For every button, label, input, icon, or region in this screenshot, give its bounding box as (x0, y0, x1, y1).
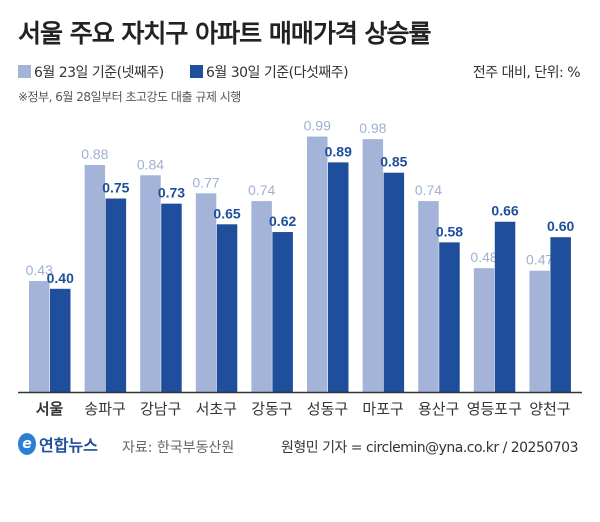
data-label: 0.47 (526, 252, 553, 268)
x-tick-label: 마포구 (362, 400, 403, 418)
logo-text: 연합뉴스 (39, 436, 98, 455)
bar (272, 232, 293, 392)
x-tick-label: 강남구 (140, 400, 181, 418)
bar (216, 224, 238, 392)
bar (473, 268, 495, 392)
data-label: 0.74 (415, 182, 442, 198)
legend-item-week5: 6월 30일 기준(다섯째주) (190, 62, 349, 82)
bar (105, 198, 127, 392)
x-tick-label: 강동구 (251, 400, 292, 418)
bar (439, 242, 460, 392)
data-label: 0.98 (359, 120, 386, 136)
bar (29, 281, 50, 392)
logo: e 연합뉴스 (18, 432, 98, 456)
bar (328, 162, 349, 392)
unit-note: 전주 대비, 단위: % (472, 65, 581, 81)
bar (140, 175, 161, 392)
data-label: 0.73 (158, 185, 185, 201)
x-tick-label: 용산구 (418, 400, 459, 418)
bar (195, 193, 217, 392)
data-label: 0.88 (81, 146, 108, 162)
legend-item-week4: 6월 23일 기준(넷째주) (18, 62, 164, 82)
bar (251, 201, 272, 392)
x-tick-label: 서초구 (196, 400, 237, 418)
x-tick-label: 양천구 (529, 400, 570, 418)
legend-label: 6월 23일 기준(넷째주) (34, 65, 164, 81)
data-label: 0.75 (102, 180, 129, 196)
data-label: 0.99 (304, 118, 331, 134)
bar (50, 288, 71, 392)
x-tick-label: 송파구 (84, 400, 125, 418)
data-label: 0.40 (47, 270, 74, 286)
bar (494, 221, 516, 392)
bar (529, 270, 550, 392)
data-label: 0.85 (380, 154, 407, 170)
annotation: ※정부, 6월 28일부터 초고강도 대출 규제 시행 (18, 90, 241, 104)
data-label: 0.65 (213, 205, 240, 221)
x-tick-label: 영등포구 (467, 400, 522, 418)
bar (84, 164, 106, 392)
data-label: 0.74 (248, 182, 275, 198)
bar (307, 136, 328, 392)
data-label: 0.48 (470, 249, 497, 265)
data-label: 0.77 (192, 174, 219, 190)
bar (362, 139, 384, 392)
data-label: 0.43 (26, 262, 53, 278)
bar (383, 172, 405, 392)
data-label: 0.58 (436, 223, 463, 239)
bar (418, 201, 439, 392)
bar (550, 237, 571, 392)
data-label: 0.84 (137, 156, 164, 172)
chart-title: 서울 주요 자치구 아파트 매매가격 상승률 (18, 19, 432, 48)
logo-icon: e (18, 433, 36, 455)
source: 자료: 한국부동산원 (122, 440, 235, 456)
legend-label: 6월 30일 기준(다섯째주) (206, 65, 349, 81)
x-tick-label: 서울 (36, 400, 64, 418)
data-label: 0.89 (325, 143, 352, 159)
data-label: 0.66 (491, 203, 518, 219)
data-label: 0.62 (269, 213, 296, 229)
x-tick-label: 성동구 (307, 400, 348, 418)
data-label: 0.60 (547, 218, 574, 234)
credit: 원형민 기자 = circlemin@yna.co.kr / 20250703 (280, 440, 579, 456)
bar (161, 203, 182, 392)
